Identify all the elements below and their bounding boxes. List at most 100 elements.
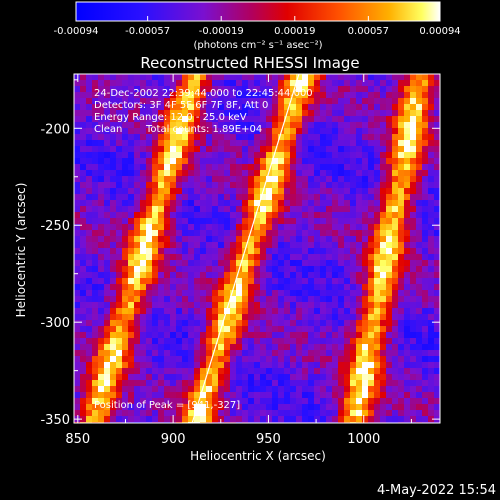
heatmap-cell — [98, 296, 105, 303]
heatmap-cell — [308, 140, 315, 147]
heatmap-cell — [164, 212, 171, 219]
heatmap-cell — [266, 110, 273, 117]
heatmap-cell — [122, 254, 129, 261]
heatmap-cell — [380, 206, 387, 213]
heatmap-cell — [404, 320, 411, 327]
colorbar-tick-label: 0.00094 — [419, 26, 460, 37]
heatmap-cell — [182, 386, 189, 393]
heatmap-cell — [290, 104, 297, 111]
heatmap-cell — [212, 128, 219, 135]
heatmap-cell — [260, 236, 267, 243]
heatmap-cell — [356, 182, 363, 189]
heatmap-cell — [386, 122, 393, 129]
heatmap-cell — [416, 230, 423, 237]
heatmap-cell — [428, 338, 435, 345]
heatmap-cell — [434, 308, 440, 315]
heatmap-cell — [326, 296, 333, 303]
heatmap-cell — [326, 242, 333, 249]
heatmap-cell — [134, 380, 141, 387]
heatmap-cell — [194, 182, 201, 189]
heatmap-cell — [170, 362, 177, 369]
heatmap-cell — [170, 380, 177, 387]
heatmap-cell — [194, 308, 201, 315]
heatmap-cell — [380, 278, 387, 285]
heatmap-cell — [158, 212, 165, 219]
heatmap-cell — [380, 272, 387, 279]
heatmap-cell — [80, 86, 87, 93]
heatmap-cell — [254, 386, 261, 393]
heatmap-cell — [326, 260, 333, 267]
heatmap-cell — [260, 332, 267, 339]
heatmap-cell — [296, 116, 303, 123]
heatmap-cell — [218, 176, 225, 183]
heatmap-cell — [374, 362, 381, 369]
heatmap-cell — [230, 302, 237, 309]
heatmap-cell — [98, 110, 105, 117]
heatmap-cell — [236, 146, 243, 153]
heatmap-cell — [224, 350, 231, 357]
heatmap-cell — [344, 368, 351, 375]
heatmap-cell — [200, 146, 207, 153]
heatmap-cell — [140, 218, 147, 225]
heatmap-cell — [74, 194, 81, 201]
heatmap-cell — [326, 236, 333, 243]
heatmap-cell — [212, 140, 219, 147]
heatmap-cell — [338, 176, 345, 183]
heatmap-cell — [176, 122, 183, 129]
heatmap-cell — [272, 128, 279, 135]
heatmap-cell — [368, 308, 375, 315]
heatmap-cell — [110, 308, 117, 315]
heatmap-cell — [398, 386, 405, 393]
heatmap-cell — [176, 140, 183, 147]
heatmap-cell — [194, 170, 201, 177]
heatmap-cell — [254, 254, 261, 261]
heatmap-cell — [98, 344, 105, 351]
heatmap-cell — [134, 350, 141, 357]
heatmap-cell — [380, 260, 387, 267]
heatmap-cell — [146, 362, 153, 369]
heatmap-cell — [422, 146, 429, 153]
heatmap-cell — [242, 278, 249, 285]
heatmap-cell — [374, 242, 381, 249]
heatmap-cell — [356, 398, 363, 405]
heatmap-cell — [398, 332, 405, 339]
heatmap-cell — [380, 134, 387, 141]
heatmap-cell — [152, 158, 159, 165]
heatmap-cell — [416, 86, 423, 93]
heatmap-cell — [212, 158, 219, 165]
heatmap-cell — [98, 158, 105, 165]
heatmap-cell — [374, 74, 381, 81]
heatmap-cell — [410, 110, 417, 117]
heatmap-cell — [176, 146, 183, 153]
heatmap-cell — [350, 398, 357, 405]
heatmap-cell — [242, 128, 249, 135]
heatmap-cell — [74, 296, 81, 303]
heatmap-cell — [278, 170, 285, 177]
heatmap-cell — [344, 386, 351, 393]
heatmap-cell — [140, 242, 147, 249]
heatmap-cell — [296, 362, 303, 369]
heatmap-cell — [410, 194, 417, 201]
heatmap-cell — [332, 332, 339, 339]
heatmap-cell — [92, 128, 99, 135]
heatmap-cell — [98, 182, 105, 189]
heatmap-cell — [158, 296, 165, 303]
heatmap-cell — [152, 290, 159, 297]
heatmap-cell — [404, 152, 411, 159]
heatmap-cell — [332, 278, 339, 285]
heatmap-cell — [248, 386, 255, 393]
heatmap-cell — [398, 92, 405, 99]
heatmap-cell — [230, 368, 237, 375]
heatmap-cell — [338, 218, 345, 225]
heatmap-cell — [254, 380, 261, 387]
heatmap-cell — [176, 308, 183, 315]
heatmap-cell — [326, 392, 333, 399]
heatmap-cell — [242, 266, 249, 273]
heatmap-cell — [398, 242, 405, 249]
heatmap-cell — [278, 350, 285, 357]
heatmap-cell — [272, 86, 279, 93]
heatmap-cell — [206, 86, 213, 93]
heatmap-cell — [398, 266, 405, 273]
heatmap-cell — [260, 362, 267, 369]
heatmap-cell — [320, 242, 327, 249]
